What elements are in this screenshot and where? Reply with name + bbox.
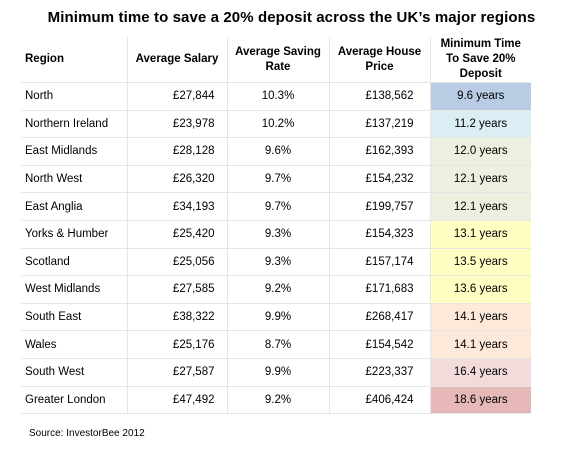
cell-region: South East	[21, 303, 128, 332]
header-region: Region	[21, 37, 128, 83]
deposit-table: Region Average Salary Average Saving Rat…	[21, 37, 531, 415]
table-row: North £27,844 10.3% £138,562 9.6 years	[21, 82, 531, 111]
table-row: Wales £25,176 8.7% £154,542 14.1 years	[21, 330, 531, 359]
cell-minimum-time: 14.1 years	[430, 330, 531, 359]
cell-average-saving-rate: 10.2%	[227, 110, 330, 139]
cell-average-saving-rate: 9.2%	[227, 386, 330, 415]
cell-average-saving-rate: 9.3%	[227, 220, 330, 249]
cell-average-saving-rate: 9.6%	[227, 137, 330, 166]
cell-region: North West	[21, 165, 128, 194]
cell-average-saving-rate: 9.7%	[227, 192, 330, 221]
cell-average-salary: £27,844	[127, 82, 228, 111]
cell-region: Yorks & Humber	[21, 220, 128, 249]
cell-minimum-time: 14.1 years	[430, 303, 531, 332]
cell-average-salary: £26,320	[127, 165, 228, 194]
table-title: Minimum time to save a 20% deposit acros…	[47, 9, 536, 26]
cell-region: East Midlands	[21, 137, 128, 166]
table-row: Yorks & Humber £25,420 9.3% £154,323 13.1 ye…	[21, 220, 531, 249]
cell-average-house-price: £138,562	[329, 82, 431, 111]
cell-average-saving-rate: 9.3%	[227, 248, 330, 277]
cell-region: Wales	[21, 330, 128, 359]
header-average-salary: Average Salary	[127, 37, 228, 83]
table-row: Greater London £47,492 9.2% £406,424 18.6 ye…	[21, 386, 531, 415]
cell-average-salary: £28,128	[127, 137, 228, 166]
header-minimum-time: Minimum Time To Save 20% Deposit	[430, 37, 531, 83]
table-body: North £27,844 10.3% £138,562 9.6 years Northe…	[21, 82, 531, 415]
cell-average-house-price: £154,323	[329, 220, 431, 249]
table-row: South East £38,322 9.9% £268,417 14.1 years	[21, 303, 531, 332]
cell-minimum-time: 9.6 years	[430, 82, 531, 111]
table-row: Northern Ireland £23,978 10.2% £137,219 11.2…	[21, 110, 531, 139]
cell-region: West Midlands	[21, 275, 128, 304]
cell-average-salary: £27,587	[127, 358, 228, 387]
cell-region: Greater London	[21, 386, 128, 415]
cell-region: East Anglia	[21, 192, 128, 221]
cell-average-salary: £34,193	[127, 192, 228, 221]
source-note: Source: InvestorBee 2012	[29, 428, 145, 439]
cell-region: North	[21, 82, 128, 111]
cell-minimum-time: 12.1 years	[430, 192, 531, 221]
cell-average-house-price: £137,219	[329, 110, 431, 139]
cell-average-saving-rate: 9.7%	[227, 165, 330, 194]
cell-region: South West	[21, 358, 128, 387]
cell-average-house-price: £268,417	[329, 303, 431, 332]
cell-average-house-price: £154,232	[329, 165, 431, 194]
cell-average-house-price: £162,393	[329, 137, 431, 166]
cell-average-salary: £27,585	[127, 275, 228, 304]
cell-minimum-time: 12.1 years	[430, 165, 531, 194]
cell-average-salary: £25,420	[127, 220, 228, 249]
cell-average-salary: £23,978	[127, 110, 228, 139]
cell-average-house-price: £199,757	[329, 192, 431, 221]
cell-average-house-price: £171,683	[329, 275, 431, 304]
cell-average-house-price: £223,337	[329, 358, 431, 387]
cell-average-salary: £47,492	[127, 386, 228, 415]
table-row: North West £26,320 9.7% £154,232 12.1 years	[21, 165, 531, 194]
cell-minimum-time: 13.6 years	[430, 275, 531, 304]
table-row: East Anglia £34,193 9.7% £199,757 12.1 years	[21, 192, 531, 221]
cell-average-salary: £38,322	[127, 303, 228, 332]
table-row: East Midlands £28,128 9.6% £162,393 12.0 yea…	[21, 137, 531, 166]
cell-average-house-price: £154,542	[329, 330, 431, 359]
cell-minimum-time: 11.2 years	[430, 110, 531, 139]
cell-average-saving-rate: 10.3%	[227, 82, 330, 111]
cell-average-house-price: £157,174	[329, 248, 431, 277]
table-row: Scotland £25,056 9.3% £157,174 13.5 years	[21, 248, 531, 277]
cell-average-house-price: £406,424	[329, 386, 431, 415]
cell-region: Scotland	[21, 248, 128, 277]
cell-average-salary: £25,176	[127, 330, 228, 359]
header-average-house-price: Average House Price	[329, 37, 431, 83]
cell-minimum-time: 12.0 years	[430, 137, 531, 166]
cell-average-saving-rate: 8.7%	[227, 330, 330, 359]
table-row: West Midlands £27,585 9.2% £171,683 13.6 yea…	[21, 275, 531, 304]
header-average-saving-rate: Average Saving Rate	[227, 37, 330, 83]
cell-average-saving-rate: 9.9%	[227, 303, 330, 332]
cell-minimum-time: 13.1 years	[430, 220, 531, 249]
cell-average-saving-rate: 9.9%	[227, 358, 330, 387]
cell-region: Northern Ireland	[21, 110, 128, 139]
cell-average-salary: £25,056	[127, 248, 228, 277]
cell-minimum-time: 18.6 years	[430, 386, 531, 415]
table-header: Region Average Salary Average Saving Rat…	[21, 37, 531, 83]
table-row: South West £27,587 9.9% £223,337 16.4 years	[21, 358, 531, 387]
cell-minimum-time: 16.4 years	[430, 358, 531, 387]
cell-minimum-time: 13.5 years	[430, 248, 531, 277]
cell-average-saving-rate: 9.2%	[227, 275, 330, 304]
